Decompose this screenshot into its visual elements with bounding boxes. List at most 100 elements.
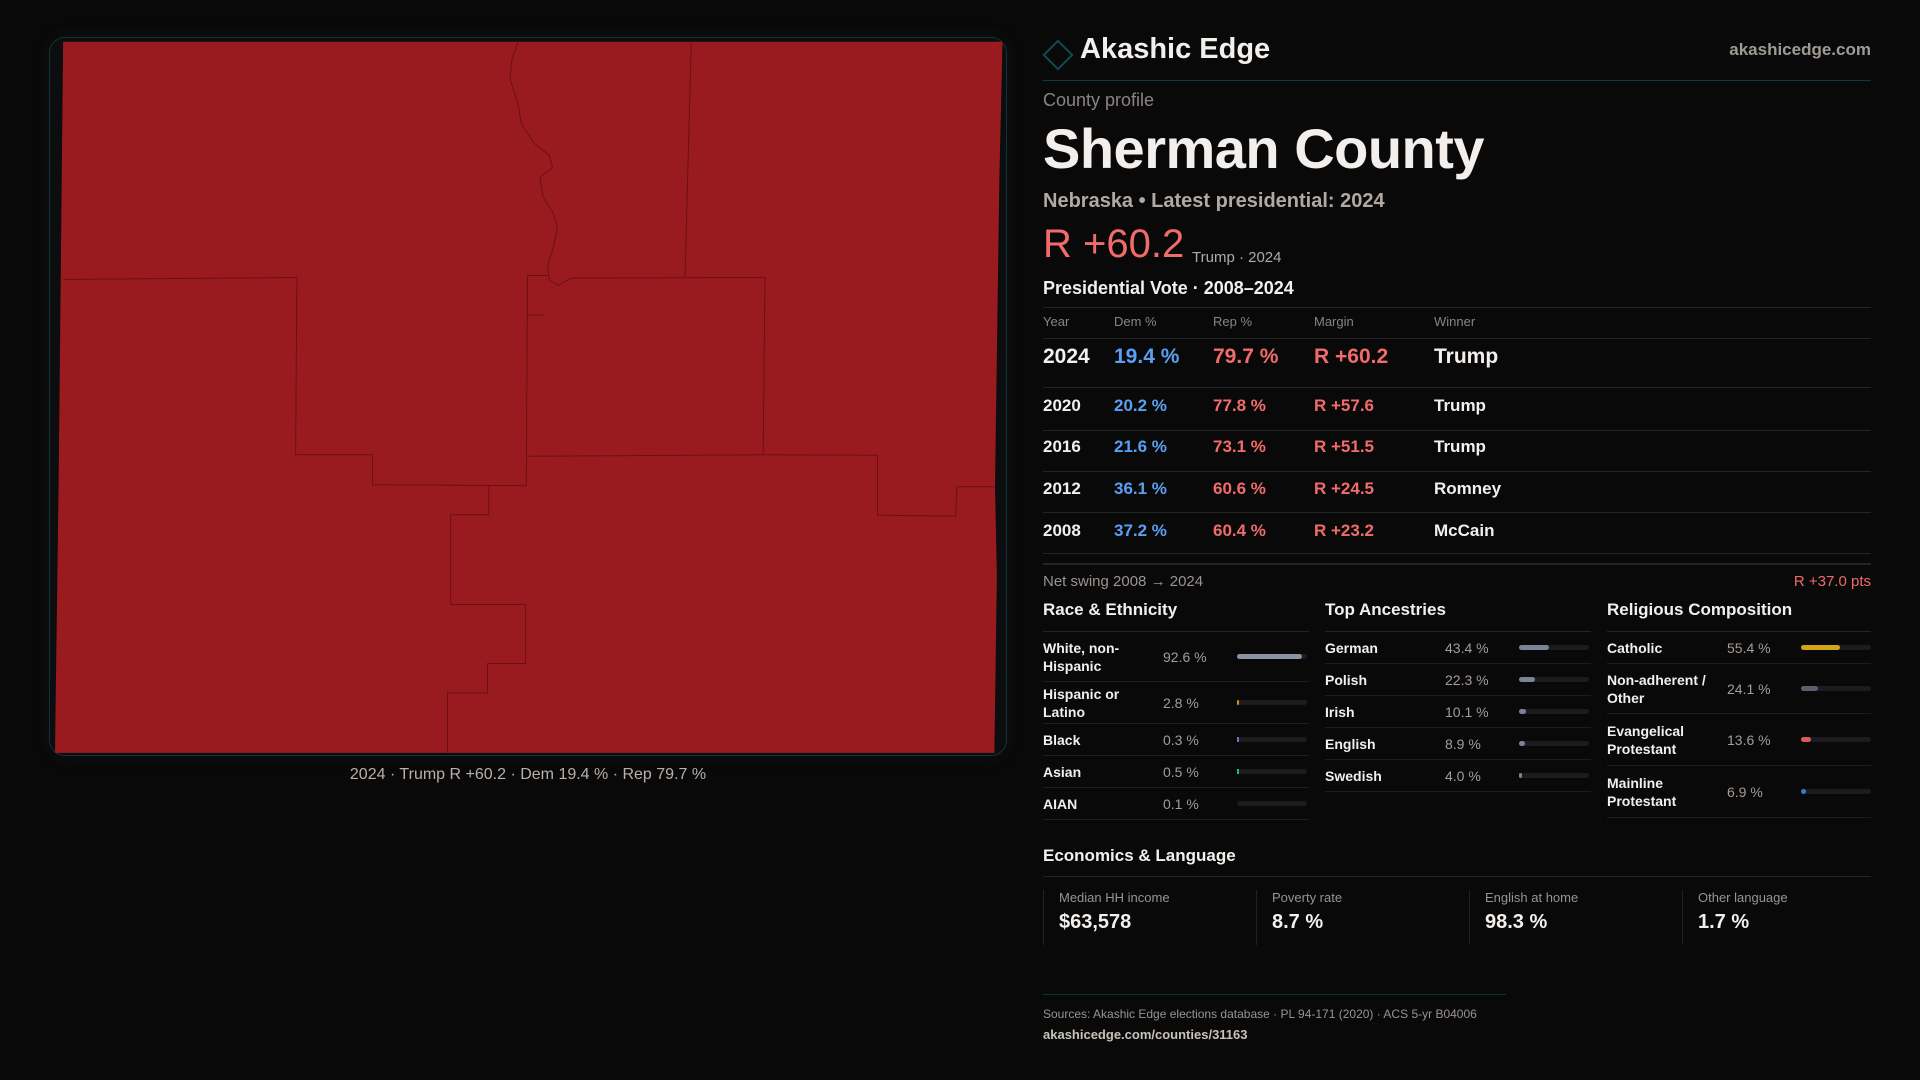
item-value: 0.1 % [1163,795,1199,812]
col-header-year: Year [1043,314,1070,329]
bar-track [1801,789,1871,794]
list-item: Hispanic or Latino 2.8 % [1043,682,1309,724]
cell-rep: 60.4 % [1213,521,1266,540]
item-label: Evangelical Protestant [1607,722,1685,757]
footer-divider [1043,994,1506,995]
stat-value: 98.3 % [1485,911,1548,933]
bar-fill [1801,686,1818,691]
page-title: Sherman County [1043,117,1485,180]
economics-title: Economics & Language [1043,846,1236,865]
item-value: 43.4 % [1445,639,1489,656]
header-divider [1043,80,1871,81]
section-title: Religious Composition [1607,600,1871,632]
stat-card: Median HH income $63,578 [1043,890,1256,945]
bar-fill [1519,773,1522,778]
bar-fill [1801,789,1806,794]
religion-section: Religious Composition Catholic 55.4 % Non-a… [1607,600,1871,818]
item-label: White, non-Hispanic [1043,639,1120,674]
cell-dem: 19.4 % [1114,345,1180,368]
item-label: Catholic [1607,639,1663,656]
bar-track [1519,645,1589,650]
item-value: 13.6 % [1727,731,1771,748]
item-label: German [1325,639,1378,656]
item-value: 4.0 % [1445,767,1481,784]
cell-dem: 21.6 % [1114,437,1167,456]
cell-margin: R +24.5 [1314,479,1375,498]
col-header-dem: Dem % [1114,314,1157,329]
precinct-boundaries [63,42,995,753]
list-item: Non-adherent / Other 24.1 % [1607,664,1871,714]
bar-track [1237,801,1307,806]
bar-track [1237,737,1307,742]
item-value: 0.3 % [1163,731,1199,748]
cell-rep: 60.6 % [1213,479,1266,498]
vote-table-title: Presidential Vote · 2008–2024 [1043,278,1294,298]
item-label: Black [1043,731,1081,748]
cell-winner: McCain [1434,521,1495,540]
cell-year: 2012 [1043,479,1081,498]
item-value: 6.9 % [1727,783,1763,800]
cell-margin: R +60.2 [1314,345,1389,368]
bar-track [1237,700,1307,705]
bar-track [1519,677,1589,682]
bar-track [1801,686,1871,691]
item-label: English [1325,735,1376,752]
stat-card: English at home 98.3 % [1469,890,1682,945]
cell-rep: 77.8 % [1213,396,1266,415]
stat-label: Poverty rate [1272,890,1343,905]
bar-track [1519,709,1589,714]
list-item: Asian 0.5 % [1043,756,1309,788]
bar-fill [1519,677,1535,682]
item-value: 24.1 % [1727,680,1771,697]
list-item: Evangelical Protestant 13.6 % [1607,714,1871,766]
col-header-winner: Winner [1434,314,1476,329]
cell-rep: 79.7 % [1213,345,1279,368]
cell-dem: 36.1 % [1114,479,1167,498]
col-header-margin: Margin [1314,314,1354,329]
row-divider [1043,553,1871,554]
bar-fill [1519,741,1526,746]
item-label: AIAN [1043,795,1078,812]
cell-year: 2016 [1043,437,1081,456]
bar-fill [1801,737,1811,742]
headline-margin-note: Trump · 2024 [1192,249,1282,266]
bar-fill [1237,769,1239,774]
item-label: Polish [1325,671,1368,688]
section-title: Race & Ethnicity [1043,600,1309,632]
sources-text: Sources: Akashic Edge elections database… [1043,1007,1477,1021]
bar-track [1237,654,1307,659]
cell-winner: Trump [1434,437,1486,456]
cell-year: 2008 [1043,521,1081,540]
item-value: 0.5 % [1163,763,1199,780]
row-divider [1043,430,1871,431]
bar-fill [1519,709,1527,714]
brand-url-link[interactable]: akashicedge.com [1729,40,1871,59]
item-value: 2.8 % [1163,694,1199,711]
cell-winner: Romney [1434,479,1502,498]
bar-track [1237,769,1307,774]
county-map[interactable] [40,30,1020,800]
county-shape[interactable] [55,41,1003,753]
ancestries-section: Top Ancestries German 43.4 % Polish 22.3 % Ir… [1325,600,1591,792]
stat-label: Other language [1698,890,1788,905]
cell-margin: R +23.2 [1314,521,1375,540]
county-url-link[interactable]: akashicedge.com/counties/31163 [1043,1027,1248,1042]
stat-card: Poverty rate 8.7 % [1256,890,1469,945]
cell-margin: R +51.5 [1314,437,1375,456]
stat-card: Other language 1.7 % [1682,890,1895,945]
stat-label: English at home [1485,890,1579,905]
list-item: Irish 10.1 % [1325,696,1591,728]
bar-track [1801,737,1871,742]
bar-track [1519,773,1589,778]
cell-year: 2020 [1043,396,1081,415]
brand-name: Akashic Edge [1080,33,1271,65]
stat-label: Median HH income [1059,890,1170,905]
row-divider [1043,471,1871,472]
bar-fill [1237,654,1302,659]
race-ethnicity-section: Race & Ethnicity White, non-Hispanic 92.6 … [1043,600,1309,820]
map-caption: 2024 · Trump R +60.2 · Dem 19.4 % · Rep … [349,766,707,783]
net-swing-value: R +37.0 pts [1793,573,1871,590]
col-header-rep: Rep % [1213,314,1253,329]
list-item: Catholic 55.4 % [1607,632,1871,664]
bar-fill [1801,645,1840,650]
